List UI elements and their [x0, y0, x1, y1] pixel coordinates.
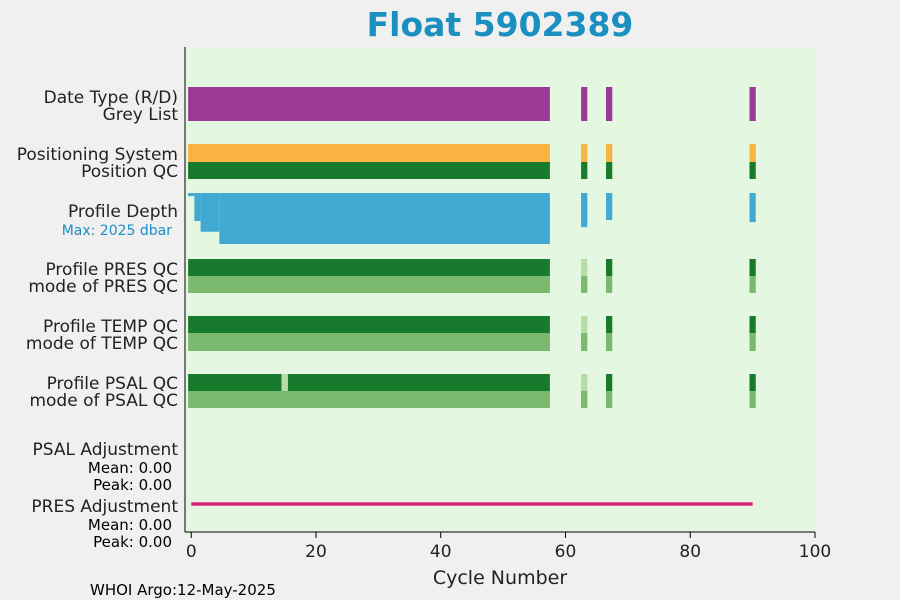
profile-psal-qc-bar-5 [749, 374, 756, 391]
axes [184, 47, 815, 533]
profile-pres-qc-bar-1 [581, 259, 588, 276]
profile-psal-qc-bar-3 [581, 374, 588, 391]
row-label-mode-psal-qc: mode of PSAL QC [29, 391, 178, 411]
profile-temp-qc-bar-0 [188, 316, 550, 333]
position-qc-bar-2 [606, 162, 613, 179]
mode-temp-qc-bar-1 [581, 333, 588, 351]
chart-marks [188, 87, 756, 506]
mode-psal-qc-bar-1 [581, 391, 588, 408]
row-mean-pres-adjustment: Mean: 0.00 [88, 516, 172, 534]
row-label-profile-psal-qc: Profile PSAL QC [47, 374, 178, 394]
data-type-bar-0 [188, 87, 550, 121]
footer-credit: WHOI Argo:12-May-2025 [90, 581, 276, 599]
mode-psal-qc-bar-3 [749, 391, 756, 408]
data-type-bar-3 [749, 87, 756, 121]
positioning-system-bar-0 [188, 144, 550, 162]
mode-psal-qc-bar-2 [606, 391, 613, 408]
row-label-profile-temp-qc: Profile TEMP QC [43, 317, 178, 337]
x-tick-label: 40 [430, 542, 452, 562]
profile-psal-qc-bar-2 [287, 374, 550, 391]
position-qc-bar-0 [188, 162, 550, 179]
row-mean-psal-adjustment: Mean: 0.00 [88, 459, 172, 477]
x-tick-label: 60 [555, 542, 577, 562]
row-label-profile-pres-qc: Profile PRES QC [45, 260, 178, 280]
profile-depth-bar-4 [581, 193, 588, 228]
row-peak-psal-adjustment: Peak: 0.00 [93, 476, 172, 494]
row-label-data-type: Date Type (R/D) [44, 88, 178, 108]
mode-temp-qc-bar-2 [606, 333, 613, 351]
profile-pres-qc-bar-0 [188, 259, 550, 276]
row-label-profile-depth: Profile Depth [68, 202, 178, 222]
profile-temp-qc-bar-2 [606, 316, 613, 333]
row-label-psal-adjustment: PSAL Adjustment [33, 440, 179, 460]
profile-depth-bar-3 [219, 193, 550, 244]
x-tick-label: 20 [305, 542, 327, 562]
row-label-pres-adjustment: PRES Adjustment [31, 497, 178, 517]
x-axis-label: Cycle Number [433, 567, 567, 589]
profile-depth-bar-5 [606, 193, 613, 221]
x-tick-label: 80 [679, 542, 701, 562]
data-type-bar-1 [581, 87, 588, 121]
profile-temp-qc-bar-3 [749, 316, 756, 333]
row-labels: Date Type (R/D)Grey List Positioning Syst… [17, 88, 179, 551]
x-ticks: 0 20 40 60 80 100 [186, 532, 831, 562]
mode-pres-qc-bar-1 [581, 276, 588, 293]
positioning-system-bar-1 [581, 144, 588, 162]
profile-psal-qc-bar-0 [188, 374, 282, 391]
profile-depth-bar-0 [188, 193, 195, 197]
profile-depth-max-label: Max: 2025 dbar [62, 223, 173, 239]
mode-temp-qc-bar-3 [749, 333, 756, 351]
data-type-bar-2 [606, 87, 613, 121]
position-qc-bar-1 [581, 162, 588, 179]
profile-depth-bar-2 [200, 193, 220, 232]
row-label-mode-pres-qc: mode of PRES QC [28, 277, 178, 297]
position-qc-bar-3 [749, 162, 756, 179]
mode-pres-qc-bar-3 [749, 276, 756, 293]
row-label-grey-list: Grey List [103, 105, 179, 125]
mode-psal-qc-bar-0 [188, 391, 550, 408]
chart-title: Float 5902389 [367, 5, 634, 44]
row-label-position-qc: Position QC [81, 162, 178, 182]
profile-pres-qc-bar-3 [749, 259, 756, 276]
x-tick-label: 100 [799, 542, 831, 562]
profile-temp-qc-bar-1 [581, 316, 588, 333]
profile-pres-qc-bar-2 [606, 259, 613, 276]
x-tick-label: 0 [186, 542, 197, 562]
row-peak-pres-adjustment: Peak: 0.00 [93, 533, 172, 551]
positioning-system-bar-3 [749, 144, 756, 162]
mode-temp-qc-bar-0 [188, 333, 550, 351]
mode-pres-qc-bar-0 [188, 276, 550, 293]
row-label-positioning-system: Positioning System [17, 145, 178, 165]
row-label-mode-temp-qc: mode of TEMP QC [26, 334, 178, 354]
profile-depth-bar-6 [749, 193, 756, 223]
profile-depth-bar-1 [194, 193, 201, 222]
positioning-system-bar-2 [606, 144, 613, 162]
profile-psal-qc-bar-4 [606, 374, 613, 391]
mode-pres-qc-bar-2 [606, 276, 613, 293]
profile-psal-qc-bar-1 [281, 374, 288, 391]
